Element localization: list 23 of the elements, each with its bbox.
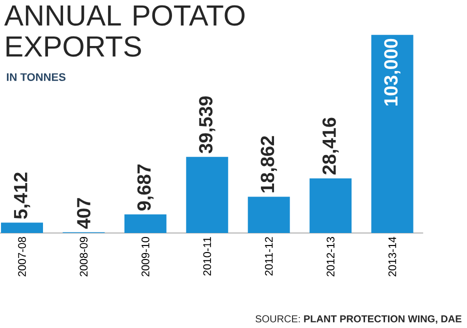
data-label: 28,416 [322,118,339,174]
bar [248,196,290,233]
x-tick-label: 2010-11 [203,237,212,276]
bar [1,222,43,233]
data-label: 18,862 [260,136,277,192]
bar [310,178,352,233]
source-note: SOURCE: PLANT PROTECTION WING, DAE [256,315,462,324]
chart-title: ANNUAL POTATO EXPORTS [4,5,245,57]
x-tick-label: 2009-10 [142,236,150,276]
bar [371,34,414,233]
data-label: 407 [76,198,90,229]
data-label: 9,687 [137,164,154,211]
x-tick-label: 2008-09 [80,237,88,276]
bar [186,156,228,233]
x-tick-label: 2012-13 [326,237,334,276]
text: IN TONNES [6,73,66,81]
data-label: 103,000 [384,38,400,106]
x-tick-label: 2013-14 [388,236,396,276]
data-label: 5,412 [14,172,30,219]
data-label: 39,539 [199,96,216,154]
x-tick-label: 2011-12 [264,237,273,276]
bar [124,214,166,233]
x-tick-label: 2007-08 [18,237,26,276]
